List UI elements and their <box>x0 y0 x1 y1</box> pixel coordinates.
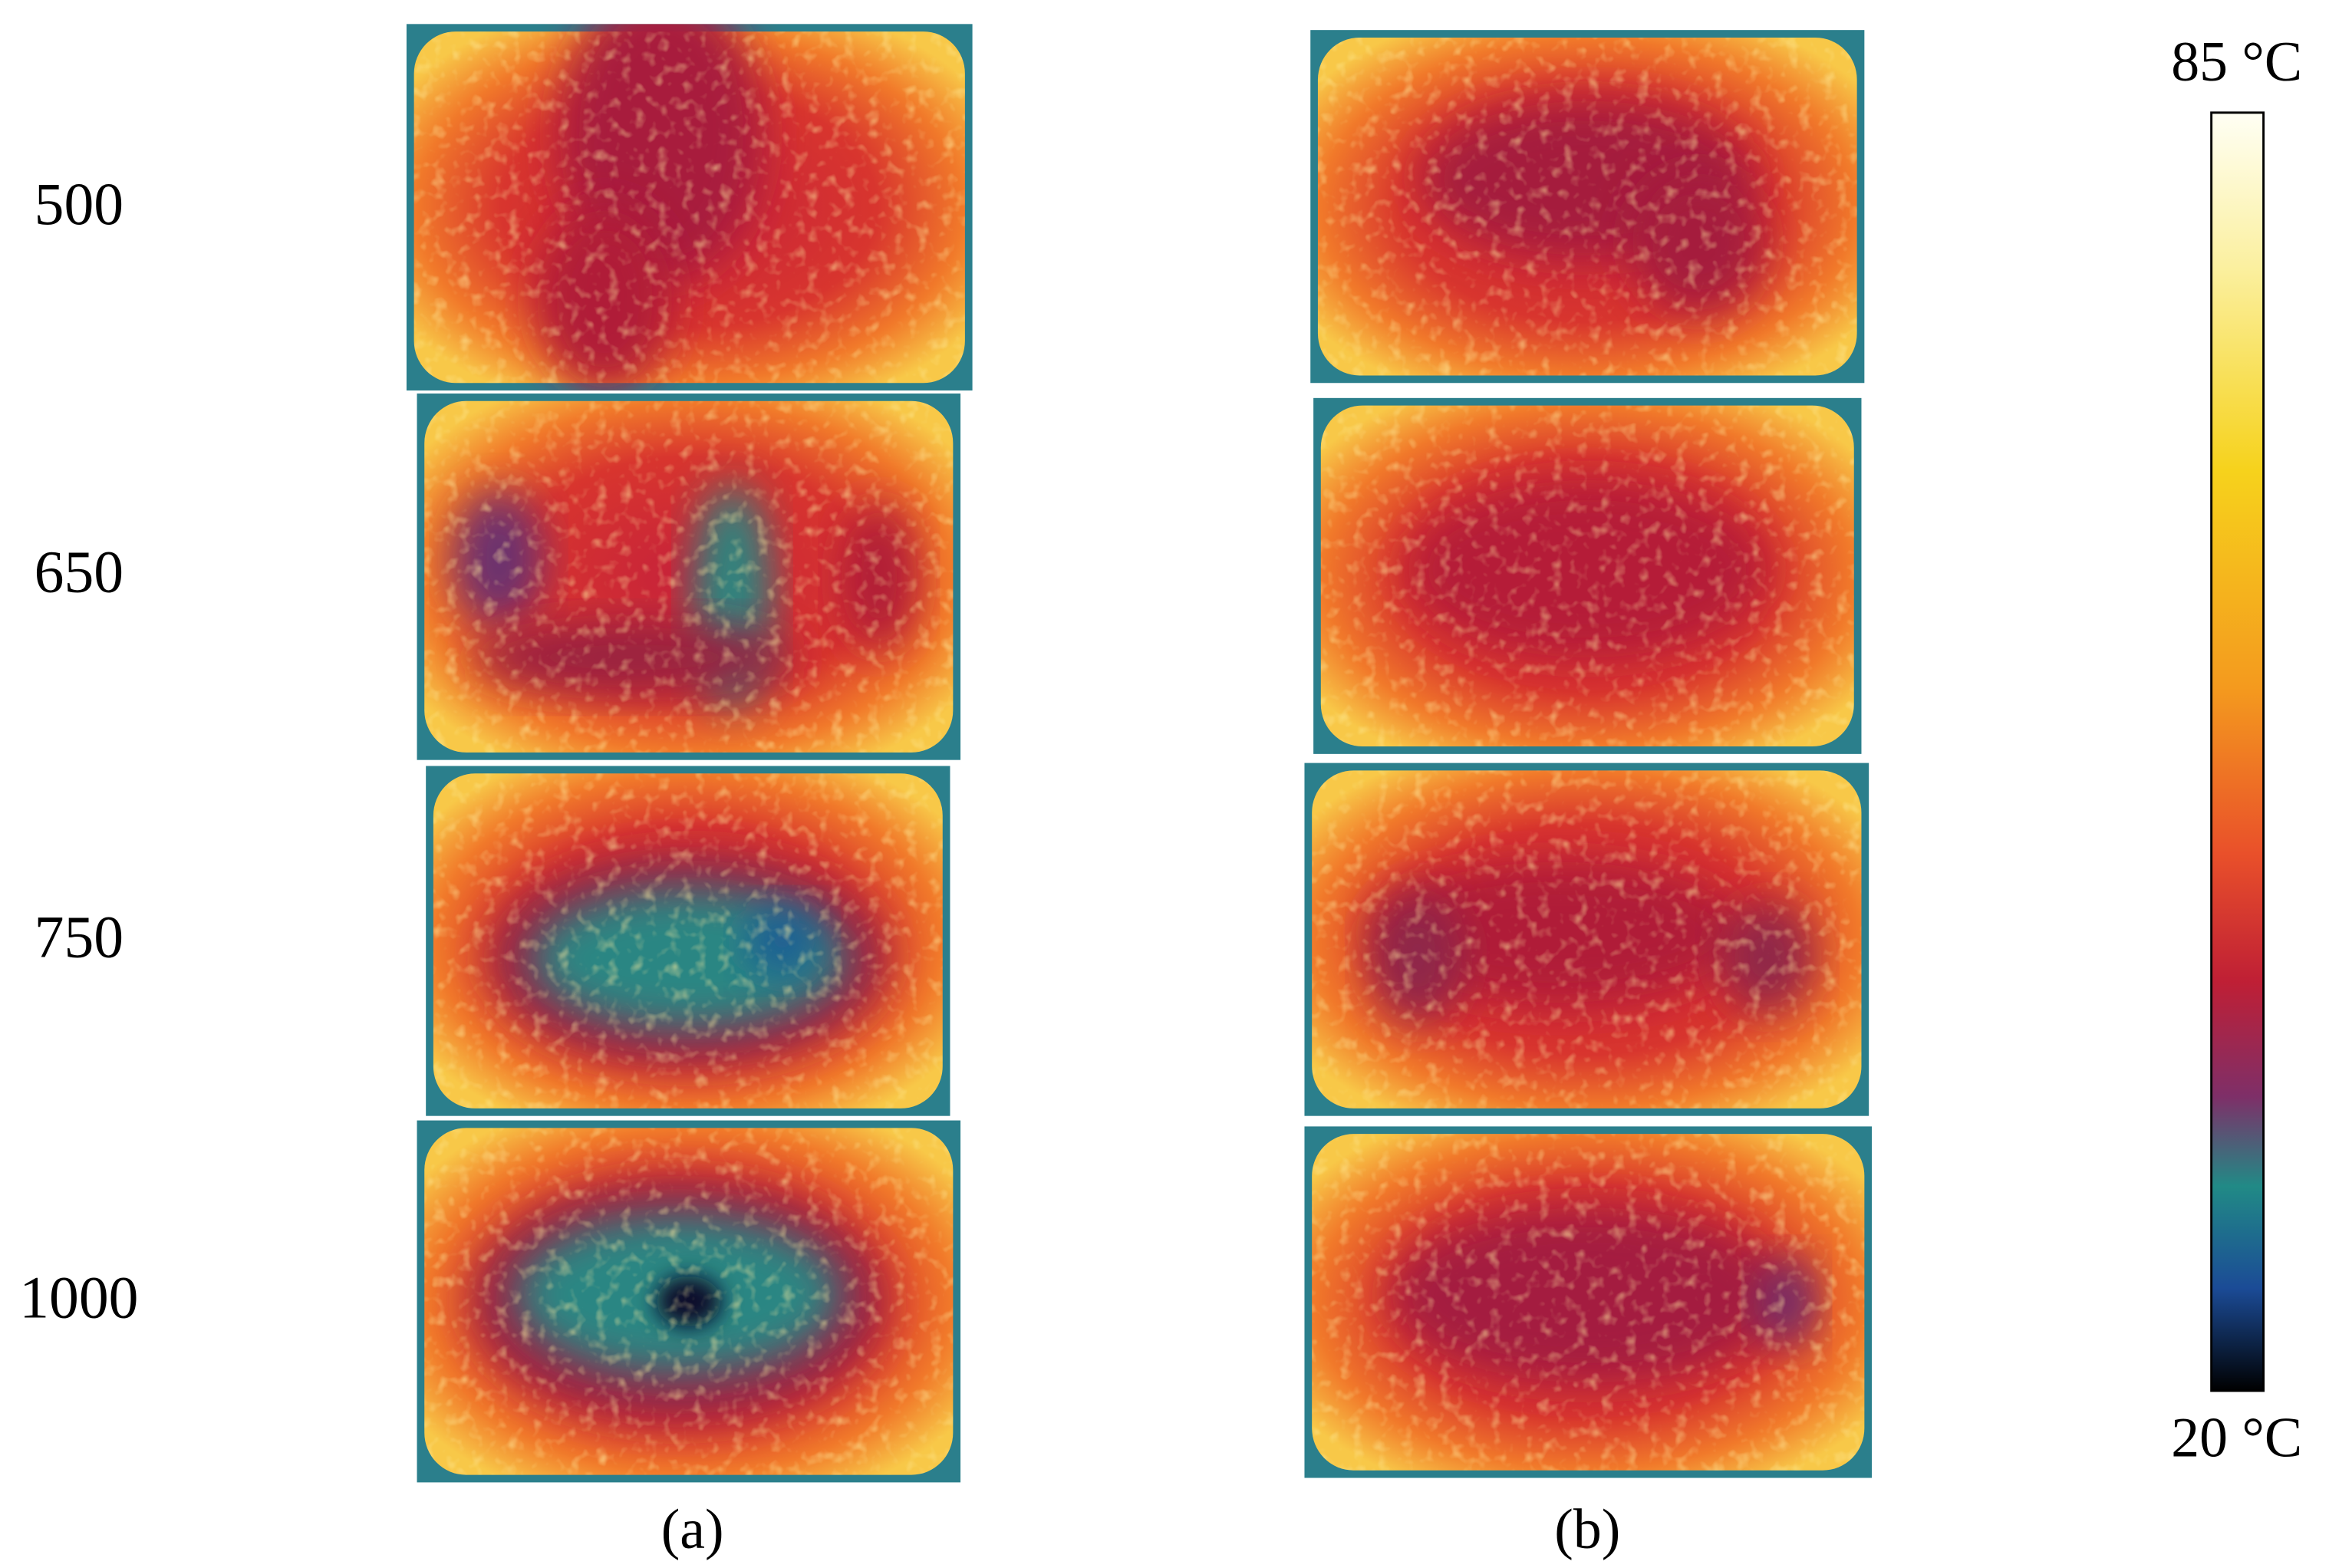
heat-texture <box>413 31 965 384</box>
column-label: (a) <box>661 1498 724 1561</box>
heat-field <box>1320 405 1854 747</box>
row-label: 750 <box>35 904 124 970</box>
heat-field <box>413 24 965 391</box>
heat-field <box>424 400 954 753</box>
colorbar-max-label: 85 °C <box>2171 31 2302 94</box>
row-label: 1000 <box>19 1264 138 1330</box>
heat-field <box>1317 37 1857 376</box>
thermal-image <box>426 766 950 1116</box>
heat-texture <box>1312 1134 1865 1471</box>
thermal-images <box>406 24 1873 1483</box>
heat-field <box>1312 1134 1865 1471</box>
row-label: 650 <box>35 539 124 604</box>
heat-texture <box>1312 770 1862 1108</box>
thermal-image <box>417 1120 961 1483</box>
thermal-image <box>1310 30 1865 384</box>
colorbar <box>2210 111 2265 1392</box>
thermal-image <box>1304 763 1869 1116</box>
heat-texture <box>433 773 943 1108</box>
colorbar-min-label: 20 °C <box>2171 1406 2302 1469</box>
heat-texture <box>1317 37 1857 376</box>
heat-texture <box>424 400 954 753</box>
thermal-image <box>1304 1126 1873 1478</box>
heat-field <box>424 1128 954 1475</box>
heat-field <box>433 773 943 1108</box>
row-label: 500 <box>35 171 124 237</box>
heat-texture <box>1320 405 1854 747</box>
thermal-image <box>1313 397 1862 754</box>
heat-field <box>1312 770 1862 1108</box>
thermal-image <box>417 393 961 760</box>
heat-texture <box>424 1128 954 1475</box>
thermal-image <box>406 24 973 391</box>
column-label: (b) <box>1554 1498 1620 1561</box>
